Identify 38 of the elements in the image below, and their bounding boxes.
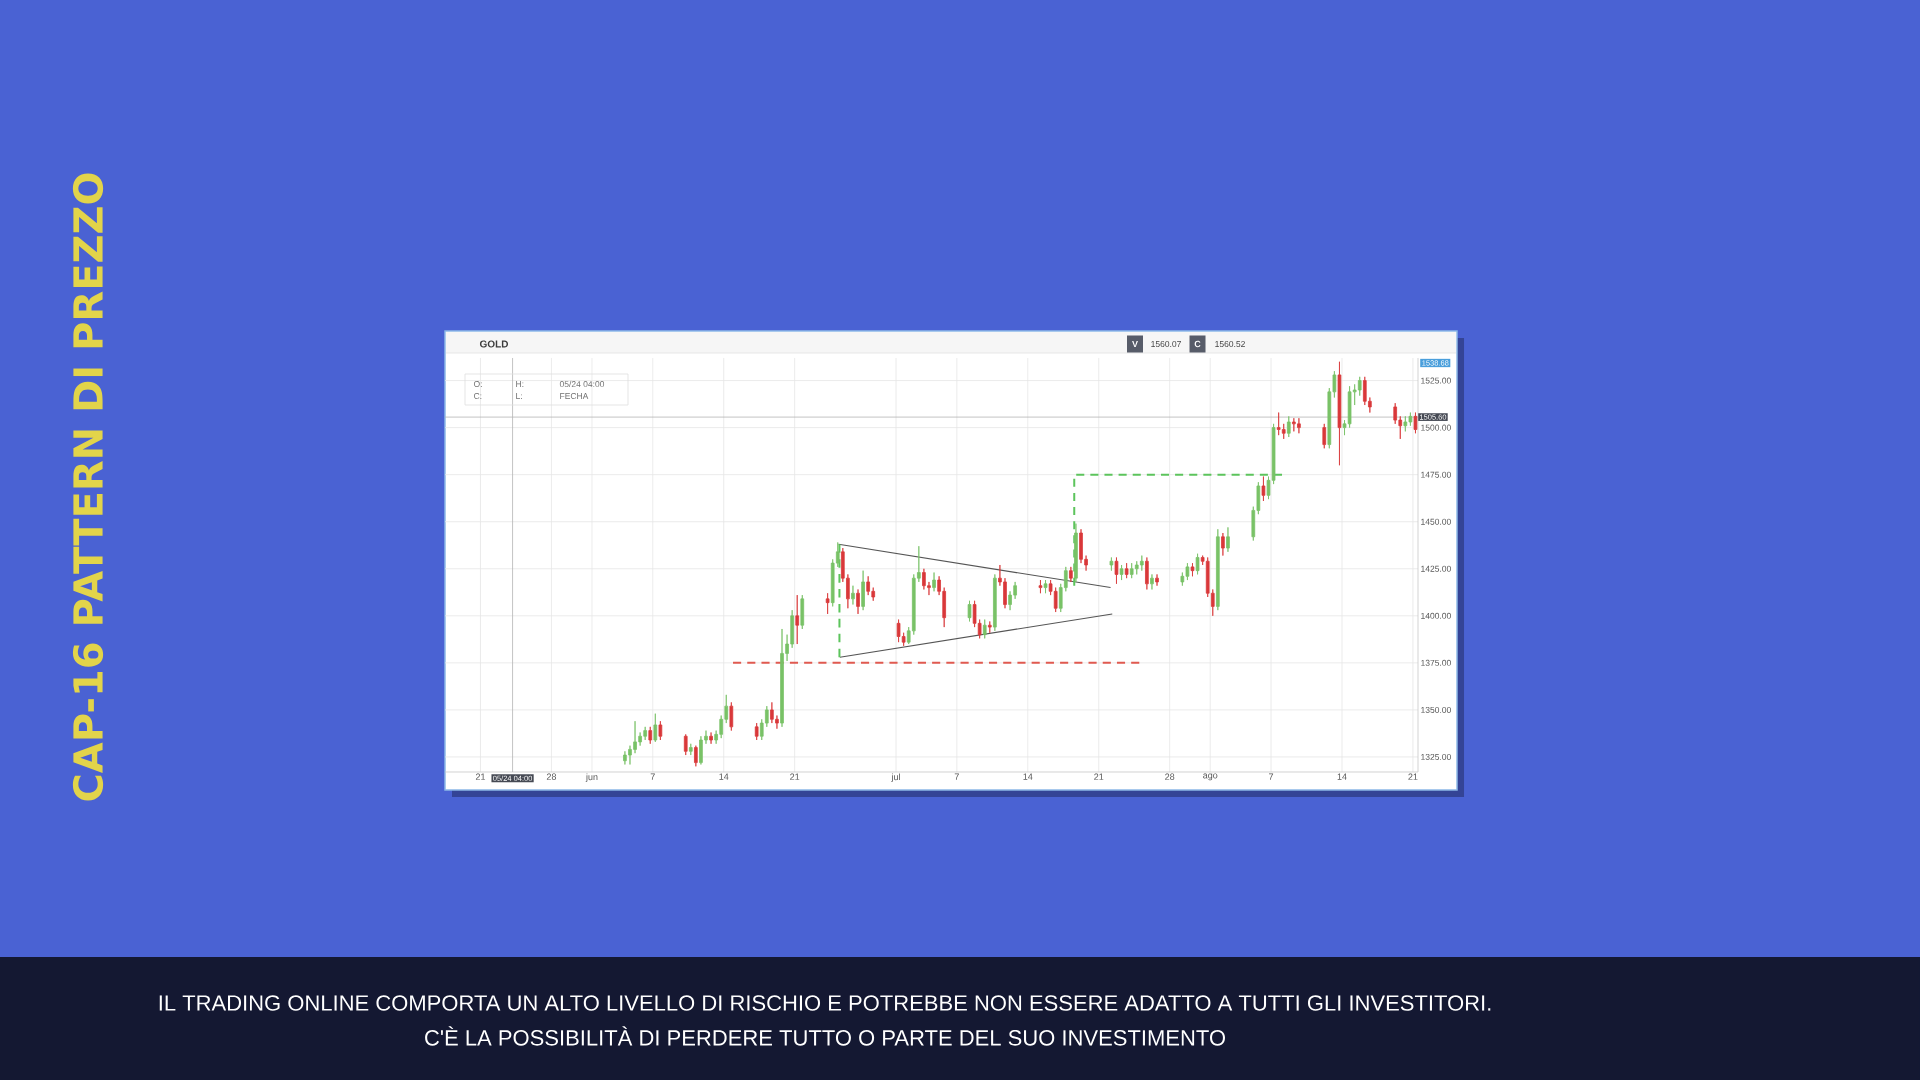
y-tick-label: 1375.00 bbox=[1421, 659, 1451, 666]
text: V bbox=[1132, 340, 1138, 348]
x-tick-label: 7 bbox=[954, 773, 959, 780]
x-tick-label: 14 bbox=[1023, 773, 1033, 780]
annotation: C: bbox=[473, 392, 482, 399]
x-tick-label: 28 bbox=[546, 773, 557, 780]
x-tick-label: 21 bbox=[1408, 773, 1418, 780]
x-tick-label: 14 bbox=[719, 773, 729, 780]
y-tick-label: 1450.00 bbox=[1421, 518, 1451, 525]
x-tick-label: 21 bbox=[1094, 773, 1104, 780]
annotation: H: bbox=[516, 381, 524, 387]
annotation: L: bbox=[516, 393, 522, 399]
x-tick-label: ago bbox=[1203, 773, 1218, 781]
x-tick-label: 21 bbox=[790, 773, 800, 780]
y-tick-label: 1525.00 bbox=[1421, 377, 1451, 384]
x-tick-label: jun bbox=[585, 773, 598, 782]
x-tick-label: 7 bbox=[650, 773, 655, 780]
y-tick-label: 1400.00 bbox=[1421, 612, 1451, 619]
y-tick-label: 1350.00 bbox=[1421, 706, 1451, 713]
x-tick-label: 14 bbox=[1337, 773, 1347, 780]
text: CAP-16 PATTERN DI PREZZO bbox=[72, 173, 104, 801]
annotation: O: bbox=[473, 380, 482, 387]
y-tick-label: 1500.00 bbox=[1421, 424, 1451, 431]
annotation: 05/24 04:00 bbox=[559, 380, 605, 388]
text: C'È LA POSSIBILITÀ DI PERDERE TUTTO O PARTE DEL SUO INVESTIMENTO bbox=[425, 1026, 1226, 1046]
x-tick-label: 28 bbox=[1165, 773, 1175, 780]
annotation: FECHA bbox=[560, 392, 589, 399]
y-tick-label: 1475.00 bbox=[1421, 471, 1451, 478]
text: C bbox=[1194, 340, 1201, 348]
text: IL TRADING ONLINE COMPORTA UN ALTO LIVELLO DI RISCHIO E POTREBBE NON ESSERE ADATTO A TUTTI GLI INVESTITORI. bbox=[159, 995, 1491, 1011]
text: 1560.07 bbox=[1151, 340, 1181, 347]
y-tick-label: 1325.00 bbox=[1421, 753, 1451, 760]
x-tick-label: jul bbox=[891, 773, 900, 782]
y-tick-label: 1425.00 bbox=[1421, 565, 1451, 572]
x-tick-label: 21 bbox=[475, 773, 486, 780]
x-tick-label: 7 bbox=[1269, 773, 1274, 780]
chart-subtitle: GOLD bbox=[479, 340, 509, 348]
text: 1560.52 bbox=[1215, 340, 1245, 347]
